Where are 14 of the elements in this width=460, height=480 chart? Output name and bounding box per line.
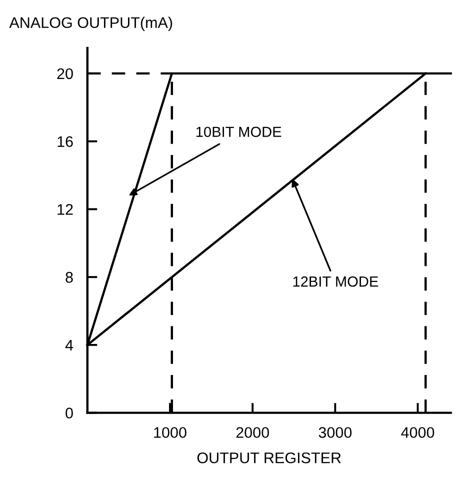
x-axis-title: OUTPUT REGISTER — [197, 452, 341, 464]
x-tick-label: 4000 — [401, 427, 434, 438]
x-tick-label: 1000 — [154, 427, 186, 438]
y-tick-label: 8 — [66, 272, 73, 283]
x-tick-label: 2000 — [236, 427, 269, 438]
y-axis-title: ANALOG OUTPUT(mA) — [9, 16, 172, 32]
y-tick-label: 0 — [66, 408, 73, 418]
annotation: 12BIT MODE — [293, 276, 378, 287]
y-tick-label: 20 — [57, 68, 73, 80]
annotation: 10BIT MODE — [196, 126, 282, 138]
x-tick-label: 3000 — [318, 427, 352, 438]
y-tick-label: 12 — [58, 204, 73, 215]
y-tick-label: 16 — [58, 136, 73, 148]
y-tick-label: 4 — [65, 340, 74, 350]
